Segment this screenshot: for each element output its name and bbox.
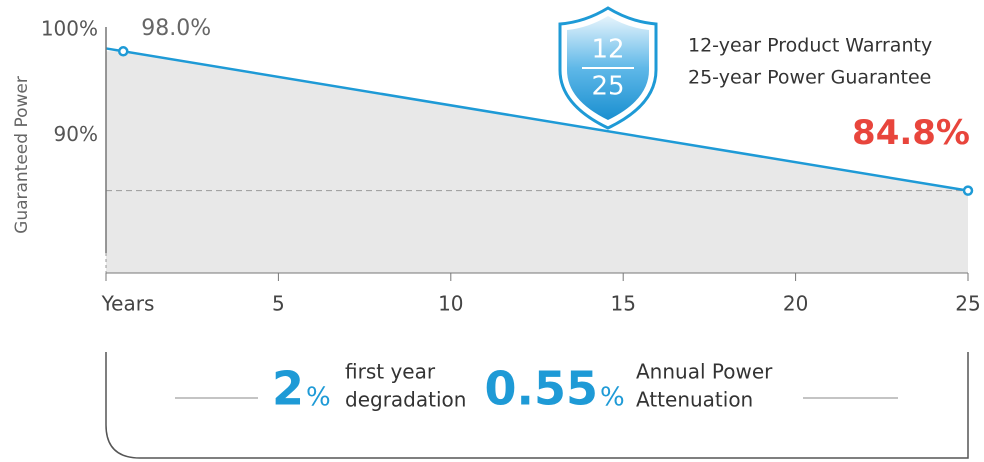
stat-unit: %: [306, 383, 331, 413]
value-label: 98.0%: [141, 16, 211, 41]
x-tick-label: 20: [783, 292, 808, 316]
badge-top: 12: [591, 35, 624, 65]
plot: 98.0% 84.8% 100% 90% Years 5 10 15 20 25: [41, 16, 981, 316]
x-tick-label: 10: [438, 292, 463, 316]
y-tick-label: 100%: [41, 17, 98, 41]
value-label: 84.8%: [852, 113, 970, 153]
stat-text: first year: [345, 360, 436, 384]
stat-value: 2: [272, 362, 304, 416]
point: [962, 185, 974, 196]
x-tick-label: 25: [955, 292, 980, 316]
x-tick-label: 5: [272, 292, 285, 316]
point: [117, 46, 129, 57]
badge: 12 25 12-year Product Warranty 25-year P…: [558, 6, 932, 130]
badge-bottom: 25: [591, 72, 624, 102]
y-tick-label: 90%: [54, 122, 98, 146]
area: [106, 51, 968, 273]
stat-value: 0.55: [485, 362, 599, 416]
summary-box: 2 % first year degradation 0.55 % Annual…: [105, 352, 969, 459]
x-tick-label: Years: [101, 292, 155, 316]
stat-unit: %: [600, 383, 625, 413]
badge-text: 25-year Power Guarantee: [688, 67, 931, 89]
stat-text: Attenuation: [636, 388, 753, 412]
badge-text: 12-year Product Warranty: [688, 35, 932, 57]
stat-text: Annual Power: [636, 360, 773, 384]
bracket: [105, 352, 969, 459]
stat-text: degradation: [345, 388, 466, 412]
x-tick-label: 15: [610, 292, 635, 316]
y-axis-label: Guaranteed Power: [12, 76, 32, 234]
